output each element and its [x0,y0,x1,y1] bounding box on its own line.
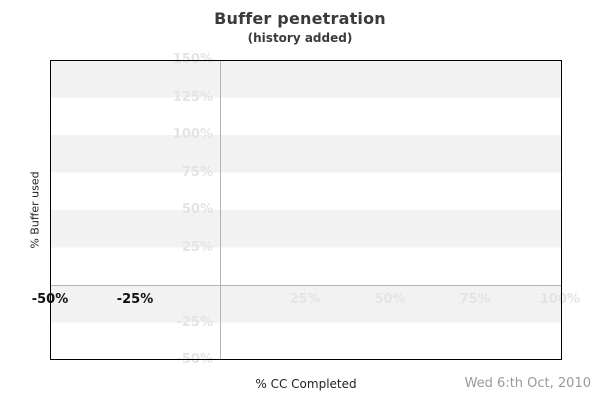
y-tick-neg25: -25% [176,315,213,330]
y-tick-50: 50% [181,202,213,217]
y-axis-title: % Buffer used [28,171,42,249]
x-axis-title: % CC Completed [255,377,357,391]
y-tick-125: 125% [172,90,213,105]
chart-title: Buffer penetration [214,9,386,28]
y-tick-100: 100% [172,127,213,142]
y-tick-150: 150% [172,52,213,67]
plot-area [50,60,562,360]
x-tick-75: 75% [459,292,491,307]
y-tick-neg50: -50% [176,352,213,367]
x-tick-50: 50% [374,292,406,307]
y-tick-75: 75% [181,165,213,180]
x-zero-gridline [220,60,221,360]
chart-subtitle: (history added) [247,31,353,45]
x-tick-25: 25% [289,292,321,307]
y-tick-25: 25% [181,240,213,255]
x-tick-100: 100% [539,292,581,307]
x-tick-neg50: -50% [31,292,69,307]
x-tick-neg25: -25% [116,292,154,307]
chart-date: Wed 6:th Oct, 2010 [464,376,591,391]
y-zero-gridline [50,285,562,286]
